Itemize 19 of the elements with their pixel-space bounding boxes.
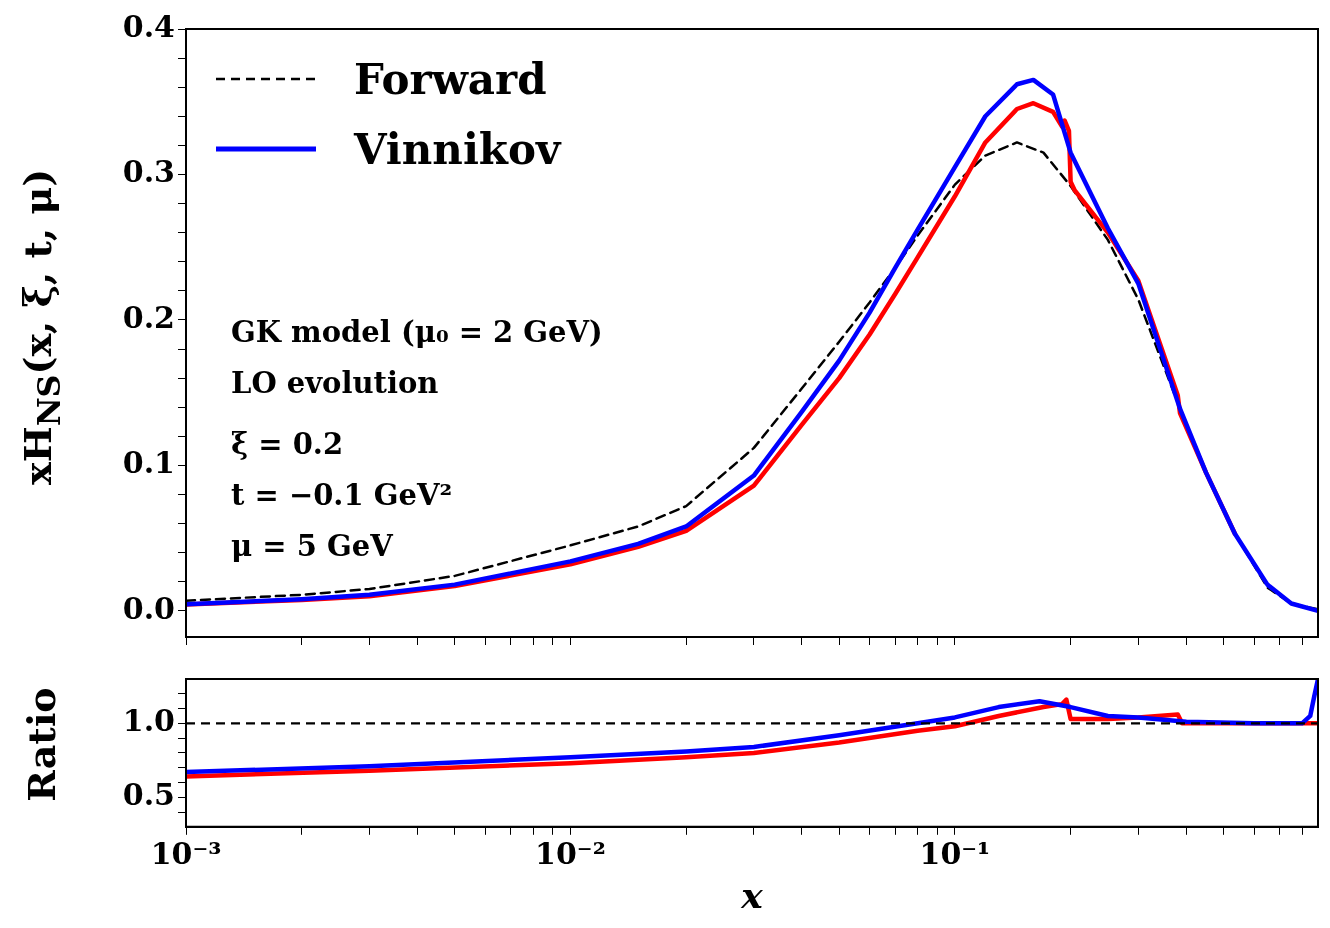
y-tick-label: 0.2 [122, 299, 175, 335]
y-tick-label: 0.3 [122, 154, 175, 190]
x-tick-label: 10⁻² [535, 835, 606, 871]
y-tick-label: 0.4 [122, 8, 175, 44]
y-tick-label: 0.5 [122, 777, 175, 813]
annotation: LO evolution [231, 365, 439, 400]
annotation: μ = 5 GeV [231, 528, 394, 563]
legend-label: Forward [354, 54, 547, 104]
x-tick-label: 10⁻¹ [919, 835, 991, 871]
x-tick-label: 10⁻³ [150, 835, 222, 871]
y-tick-label: 0.1 [122, 445, 175, 481]
y-tick-label: 1.0 [122, 703, 175, 739]
annotation: t = −0.1 GeV² [231, 477, 453, 512]
y-tick-label: 0.0 [122, 590, 175, 626]
y-axis-title: Ratio [18, 686, 64, 802]
x-axis-title: x [740, 873, 764, 916]
legend-label: Vinnikov [354, 124, 561, 174]
annotation: ξ = 0.2 [231, 426, 344, 461]
annotation: GK model (μ₀ = 2 GeV) [231, 314, 603, 349]
